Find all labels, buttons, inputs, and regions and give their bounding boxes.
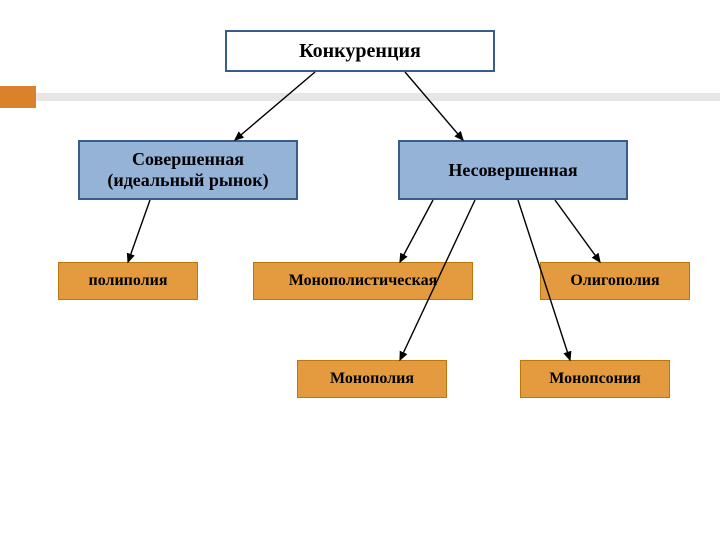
- node-label: Несовершенная: [448, 160, 577, 181]
- edge-arrow: [400, 200, 433, 262]
- node-polypoly: полиполия: [58, 262, 198, 300]
- accent-bar: [0, 86, 36, 108]
- node-monopoly: Монополия: [297, 360, 447, 398]
- edge-arrow: [235, 72, 315, 140]
- node-monopolistic: Монополистическая: [253, 262, 473, 300]
- node-label: Монополия: [330, 370, 414, 388]
- edge-arrow: [405, 72, 463, 140]
- node-perfect: Совершенная (идеальный рынок): [78, 140, 298, 200]
- node-label: Монополистическая: [289, 272, 438, 290]
- edge-arrow: [128, 200, 150, 262]
- slide-track: [0, 93, 720, 101]
- node-label: Конкуренция: [299, 40, 421, 63]
- node-label: Совершенная (идеальный рынок): [107, 149, 268, 190]
- node-monopsony: Монопсония: [520, 360, 670, 398]
- node-imperfect: Несовершенная: [398, 140, 628, 200]
- node-label: Монопсония: [549, 370, 641, 388]
- node-label: Олигополия: [570, 272, 659, 290]
- edge-arrow: [555, 200, 600, 262]
- node-label: полиполия: [88, 272, 167, 290]
- node-root: Конкуренция: [225, 30, 495, 72]
- node-oligopoly: Олигополия: [540, 262, 690, 300]
